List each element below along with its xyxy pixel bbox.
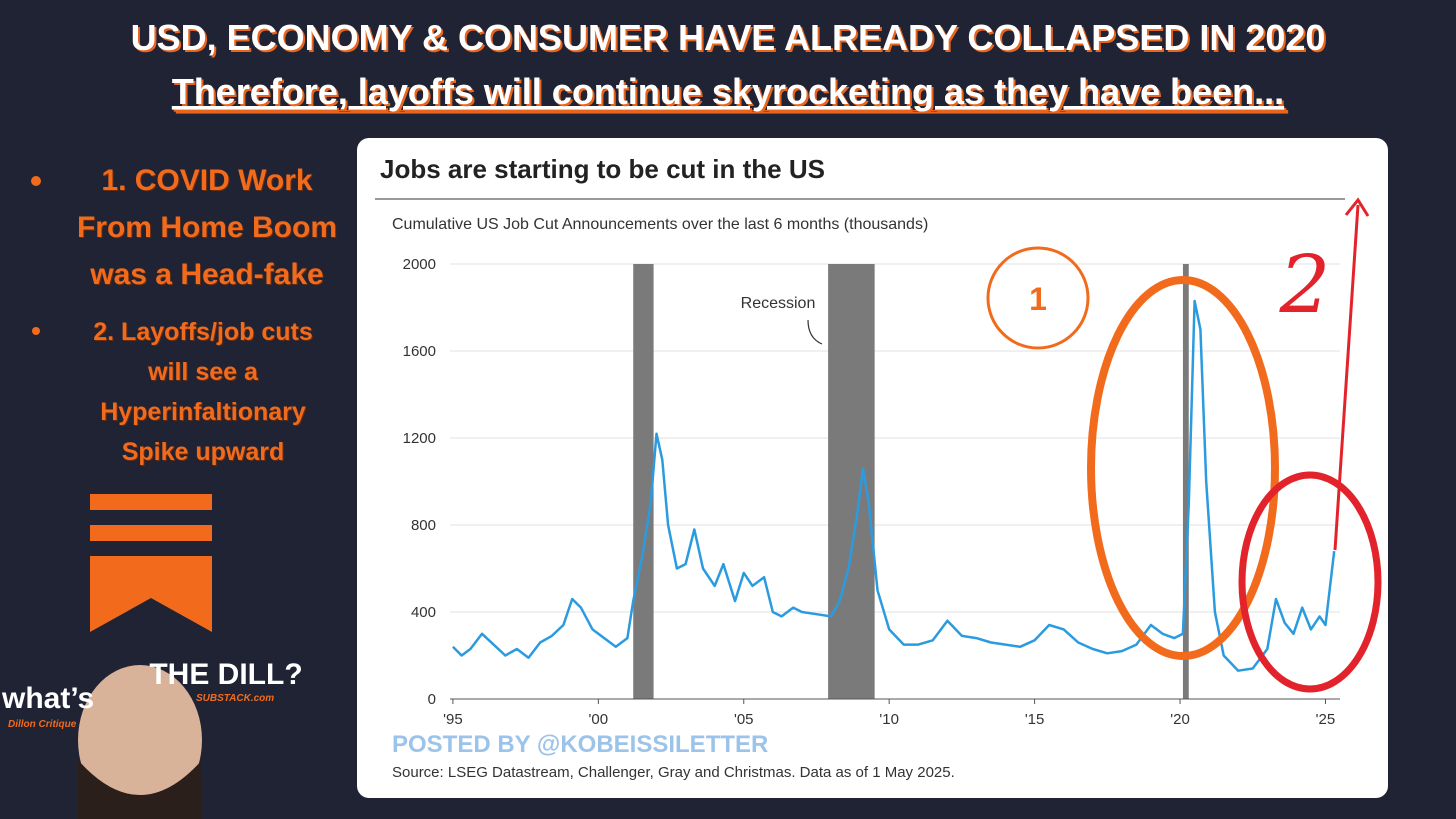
recession-band: [828, 264, 875, 699]
recession-pointer: [807, 319, 823, 345]
y-tick-label: 400: [411, 604, 436, 621]
head: [78, 665, 202, 815]
logo-bar: [90, 525, 212, 541]
bullet-line: Spike upward: [122, 438, 285, 466]
bullet-line: 2. Layoffs/job cuts: [93, 318, 312, 346]
marker-circle: [986, 246, 1090, 350]
beard: [78, 760, 202, 819]
watermark: POSTED BY @KOBEISSILETTER: [392, 731, 768, 758]
highlight-ellipse: [1087, 276, 1279, 660]
bullet-dot: [32, 327, 40, 335]
arrow: [1333, 197, 1370, 551]
brand-tagline: Dillon Critique: [8, 719, 77, 730]
substack-logo: [90, 494, 212, 632]
bullet-line: will see a: [147, 358, 259, 386]
y-tick-label: 2000: [403, 256, 436, 273]
brand-site: SUBSTACK.com: [196, 693, 274, 704]
recession-band: [633, 264, 654, 699]
x-tick-label: '95: [443, 711, 463, 728]
marker-label: 1: [1029, 281, 1047, 317]
y-tick-label: 800: [411, 517, 436, 534]
recession-label: Recession: [741, 295, 816, 312]
y-tick-label: 0: [428, 691, 436, 708]
y-tick-label: 1200: [403, 430, 436, 447]
x-tick-label: '10: [879, 711, 899, 728]
source: Source: LSEG Datastream, Challenger, Gra…: [392, 764, 955, 781]
bullet-dot: [31, 176, 41, 186]
x-tick-label: '20: [1170, 711, 1190, 728]
x-tick-label: '15: [1025, 711, 1045, 728]
bullet-line: Hyperinfaltionary: [100, 398, 306, 426]
chart-subtitle: Cumulative US Job Cut Announcements over…: [392, 216, 928, 233]
bullet-line: From Home Boom: [77, 211, 337, 244]
portrait: [78, 665, 202, 819]
plot: 0 400 800 1200 1600 2000 '95 '00 '05 '10 '15 '20 '25…: [403, 256, 1340, 728]
bullet-line: was a Head-fake: [89, 258, 323, 291]
x-tick-label: '00: [589, 711, 609, 728]
chart-title: Jobs are starting to be cut in the US: [380, 154, 825, 184]
x-tick-label: '25: [1316, 711, 1336, 728]
marker-label: 2: [1279, 238, 1331, 331]
y-tick-label: 1600: [403, 343, 436, 360]
brand-name: THE DILL?: [149, 658, 302, 691]
bullet-line: 1. COVID Work: [101, 164, 312, 197]
series-line: [452, 299, 1336, 672]
logo-ribbon: [90, 556, 212, 632]
headline: USD, ECONOMY & CONSUMER HAVE ALREADY COL…: [131, 17, 1326, 58]
brand-prefix: what’s: [1, 682, 94, 715]
bullet-list: 1. COVID Work From Home Boom was a Head-fa…: [77, 164, 337, 466]
logo-bar: [90, 494, 212, 510]
x-tick-label: '05: [734, 711, 754, 728]
subheadline: Therefore, layoffs will continue skyrock…: [172, 71, 1284, 112]
highlight-ellipse: [1238, 471, 1382, 693]
recession-band: [1182, 264, 1189, 699]
